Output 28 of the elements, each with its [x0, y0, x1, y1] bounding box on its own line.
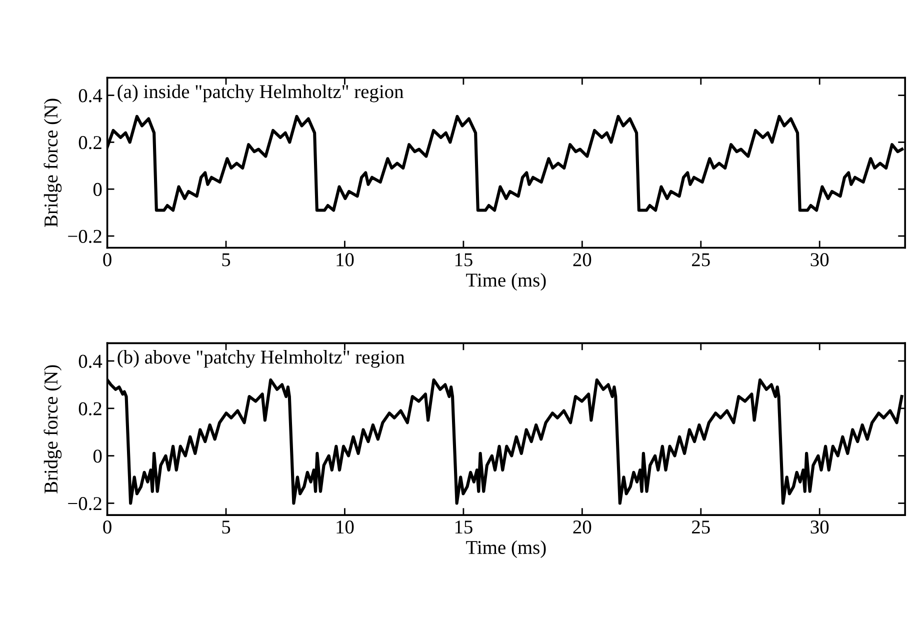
x-tick-label: 25 [692, 253, 710, 266]
x-tick-label: 10 [336, 253, 354, 266]
x-tick-label: 0 [103, 253, 112, 266]
x-tick-label: 25 [692, 520, 710, 534]
x-tick-label: 0 [103, 520, 112, 534]
x-axis-title: Time (ms) [466, 273, 546, 291]
y-tick-label: 0.2 [78, 136, 102, 150]
x-tick-label: 30 [810, 520, 829, 534]
y-tick-label: 0.4 [78, 89, 102, 102]
x-tick-label: 30 [810, 253, 829, 266]
x-tick-label: 5 [222, 520, 230, 534]
y-tick-label: 0.2 [78, 402, 102, 416]
x-tick-label: 15 [455, 253, 472, 266]
y-tick-label: −0.2 [68, 230, 102, 244]
x-tick-label: 10 [336, 520, 354, 534]
y-axis-title: Bridge force (N) [44, 98, 62, 227]
x-axis-title: Time (ms) [466, 540, 546, 558]
y-axis-title: Bridge force (N) [44, 365, 62, 494]
y-tick-label: −0.2 [68, 497, 102, 510]
x-tick-label: 20 [573, 520, 592, 534]
y-tick-label: 0.4 [78, 354, 102, 368]
y-tick-label: 0 [93, 450, 102, 463]
x-tick-label: 5 [222, 253, 230, 266]
chart-title: (b) above "patchy Helmholtz" region [118, 350, 405, 368]
x-tick-label: 20 [573, 253, 592, 266]
y-tick-label: 0 [93, 182, 102, 196]
chart-title: (a) inside "patchy Helmholtz" region [118, 84, 404, 102]
x-tick-label: 15 [455, 520, 472, 534]
